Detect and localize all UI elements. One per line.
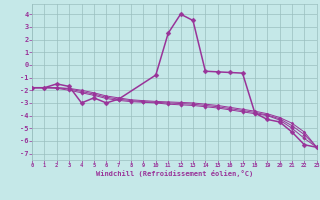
X-axis label: Windchill (Refroidissement éolien,°C): Windchill (Refroidissement éolien,°C) — [96, 170, 253, 177]
